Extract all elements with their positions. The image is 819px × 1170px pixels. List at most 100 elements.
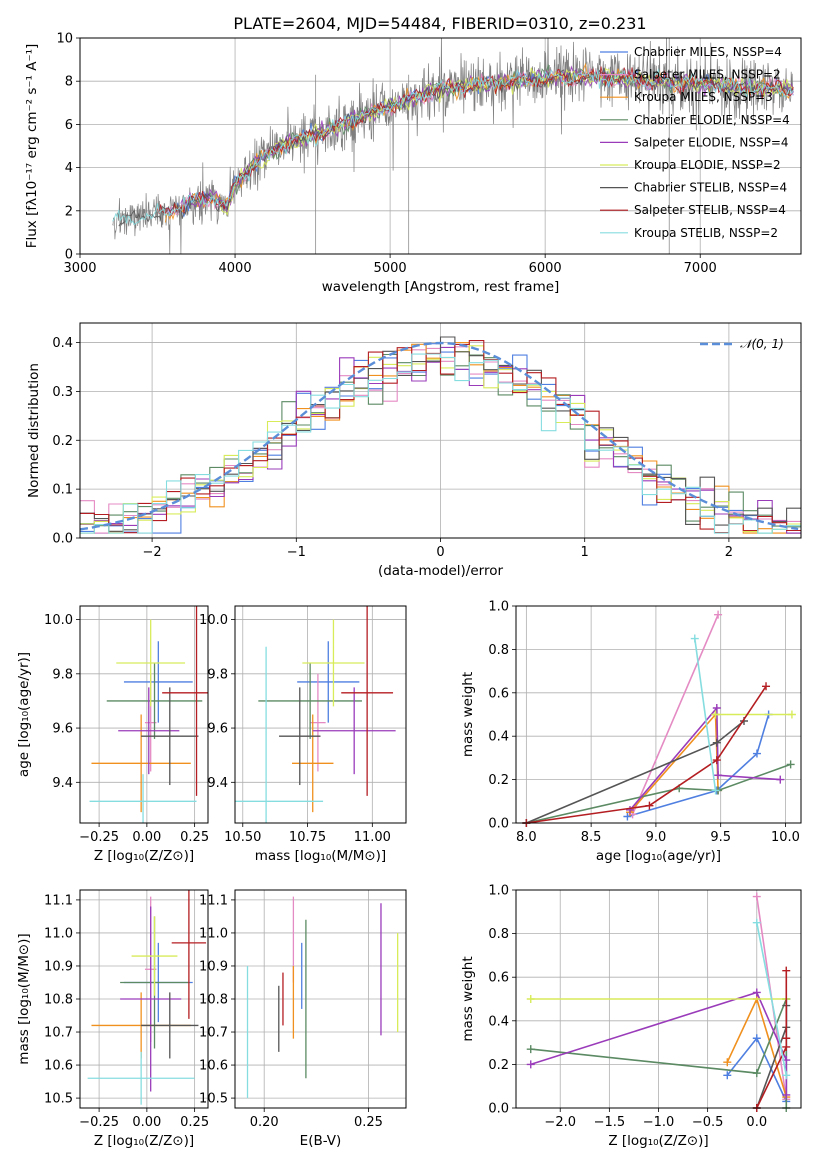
y-tick-label: 0.2 bbox=[488, 1058, 509, 1073]
y-tick-label: 9.4 bbox=[207, 776, 228, 791]
weight-line bbox=[756, 970, 788, 1108]
y-tick-label: 9.6 bbox=[52, 722, 73, 737]
y-tick-label: 2 bbox=[65, 204, 73, 219]
axes-frame bbox=[79, 322, 802, 539]
y-tick-label: 0.2 bbox=[488, 773, 509, 788]
weight-marker bbox=[782, 1034, 791, 1043]
y-axis-label: Normed distribution bbox=[26, 363, 42, 498]
y-tick-label: 8 bbox=[65, 75, 73, 90]
weight-marker bbox=[690, 634, 699, 643]
mass-ebv-panel: 0.20 0.25 10.5 10.6 10.7 10.8 10.9 11.0 11.1 E(B-… bbox=[199, 889, 407, 1149]
normal-curve bbox=[80, 341, 799, 531]
x-tick-label: 9.5 bbox=[710, 830, 731, 845]
x-tick-label: 6000 bbox=[529, 261, 562, 276]
weight-line bbox=[756, 922, 788, 1076]
x-tick-label: 10.0 bbox=[771, 830, 800, 845]
y-tick-label: 10.8 bbox=[199, 993, 228, 1008]
y-tick-label: 0.8 bbox=[488, 927, 509, 942]
y-tick-label: 0.4 bbox=[488, 1014, 509, 1029]
weight-line bbox=[526, 685, 767, 823]
weight-marker bbox=[526, 1045, 535, 1054]
weight-marker bbox=[752, 988, 761, 997]
y-tick-label: 0.8 bbox=[488, 643, 509, 658]
weight-marker bbox=[752, 892, 761, 901]
errorbar bbox=[91, 714, 191, 813]
y-tick-label: 0.6 bbox=[488, 686, 509, 701]
weight-marker bbox=[752, 918, 761, 927]
axes-frame bbox=[79, 605, 209, 824]
weight-marker bbox=[712, 738, 721, 747]
errorbar bbox=[116, 619, 186, 707]
x-tick-label: −1.5 bbox=[594, 1115, 626, 1130]
errorbar bbox=[123, 641, 193, 723]
axes-frame bbox=[515, 889, 802, 1109]
y-axis-label: Flux [fλ10⁻¹⁷ erg cm⁻² s⁻¹ A⁻¹] bbox=[24, 44, 40, 249]
y-tick-label: 10.6 bbox=[199, 1059, 228, 1074]
legend-label: Chabrier ELODIE, NSSP=4 bbox=[634, 113, 790, 127]
errorbar bbox=[171, 890, 207, 1019]
legend-label: 𝒩(0, 1) bbox=[740, 337, 784, 351]
weight-line bbox=[629, 712, 719, 813]
weight-line bbox=[694, 638, 717, 791]
y-tick-label: 0.4 bbox=[488, 730, 509, 745]
x-tick-label: 1 bbox=[581, 545, 589, 560]
weight-z-panel: −2.0 −1.5 −1.0 −0.5 0.0 0.0 0.2 0.4 0.6 0.8 1.0 Z [… bbox=[460, 884, 802, 1149]
weight-marker bbox=[782, 1090, 791, 1099]
x-axis-label: Z [log₁₀(Z/Z⊙)] bbox=[94, 848, 194, 864]
x-tick-label: 0.25 bbox=[180, 1115, 209, 1130]
y-tick-label: 0.6 bbox=[488, 971, 509, 986]
weight-marker bbox=[782, 1071, 791, 1080]
x-axis-label: wavelength [Angstrom, rest frame] bbox=[322, 279, 560, 295]
x-tick-label: 0.00 bbox=[132, 830, 161, 845]
y-tick-label: 6 bbox=[65, 118, 73, 133]
y-tick-label: 9.4 bbox=[52, 776, 73, 791]
y-tick-label: 0.0 bbox=[52, 532, 73, 547]
weight-marker bbox=[762, 682, 771, 691]
x-axis-label: (data-model)/error bbox=[378, 563, 504, 579]
y-tick-label: 1.0 bbox=[488, 600, 509, 615]
weight-marker bbox=[711, 786, 720, 795]
x-tick-label: −1.0 bbox=[643, 1115, 675, 1130]
mass-z-panel: −0.25 0.00 0.25 10.5 10.6 10.7 10.8 10.9 11.0 11.… bbox=[16, 889, 209, 1149]
x-tick-label: 7000 bbox=[684, 261, 717, 276]
x-tick-label: 4000 bbox=[219, 261, 252, 276]
x-axis-label: E(B-V) bbox=[300, 1133, 342, 1149]
y-tick-label: 0.2 bbox=[52, 434, 73, 449]
x-tick-label: 10.50 bbox=[224, 830, 261, 845]
legend: 𝒩(0, 1) bbox=[700, 337, 784, 351]
errorbar bbox=[312, 687, 396, 775]
x-axis-label: age [log₁₀(age/yr)] bbox=[596, 848, 721, 864]
x-tick-label: 0.0 bbox=[746, 1115, 767, 1130]
y-tick-label: 0 bbox=[65, 248, 73, 263]
errorbar bbox=[341, 606, 394, 796]
y-tick-label: 10.9 bbox=[199, 959, 228, 974]
x-tick-label: −0.25 bbox=[79, 830, 119, 845]
x-tick-label: 2 bbox=[725, 545, 733, 560]
weight-marker bbox=[712, 703, 721, 712]
y-tick-label: 0.0 bbox=[488, 1102, 509, 1117]
y-tick-label: 9.6 bbox=[207, 722, 228, 737]
weight-line bbox=[526, 763, 791, 823]
y-tick-label: 11.0 bbox=[44, 926, 73, 941]
y-tick-label: 0.0 bbox=[488, 817, 509, 832]
x-axis-label: mass [log₁₀(M/M⊙)] bbox=[255, 848, 386, 864]
weight-marker bbox=[782, 1042, 791, 1051]
weight-age-panel: 8.0 8.5 9.0 9.5 10.0 0.0 0.2 0.4 0.6 0.8 1.0 age [l… bbox=[460, 600, 802, 864]
x-tick-label: 11.00 bbox=[354, 830, 391, 845]
errorbar bbox=[258, 662, 362, 739]
weight-marker bbox=[623, 812, 632, 821]
y-tick-label: 4 bbox=[65, 161, 73, 176]
y-tick-label: 11.1 bbox=[44, 893, 73, 908]
residual-histogram bbox=[80, 336, 801, 532]
x-tick-label: −2.0 bbox=[544, 1115, 576, 1130]
grid bbox=[80, 890, 208, 1108]
x-tick-label: 0 bbox=[436, 545, 444, 560]
weight-marker bbox=[645, 801, 654, 810]
weight-marker bbox=[752, 1034, 761, 1043]
y-tick-label: 11.1 bbox=[199, 893, 228, 908]
legend-label: Chabrier MILES, NSSP=4 bbox=[634, 45, 782, 59]
y-tick-label: 10 bbox=[56, 32, 73, 47]
legend-label: Kroupa MILES, NSSP=3 bbox=[634, 90, 773, 104]
legend-label: Chabrier STELIB, NSSP=4 bbox=[634, 181, 787, 195]
